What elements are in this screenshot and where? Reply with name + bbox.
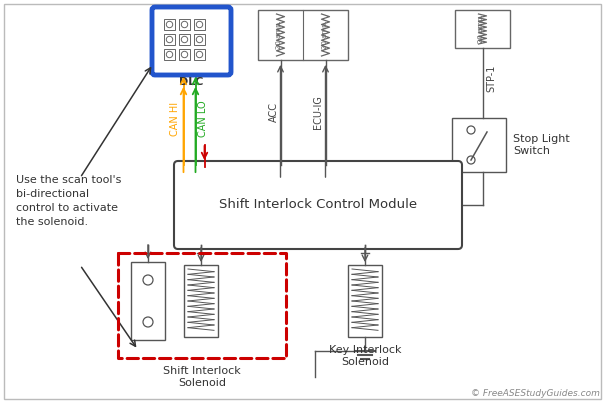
Bar (194, 19, 205, 30)
Bar (131, 262, 165, 340)
Text: CAN LO: CAN LO (198, 100, 209, 137)
Bar (184, 265, 218, 337)
Text: ECU-IG: ECU-IG (313, 96, 324, 129)
Text: 20 amp.: 20 amp. (479, 15, 485, 44)
Bar (179, 34, 190, 45)
Text: Shift Interlock Control Module: Shift Interlock Control Module (219, 199, 417, 212)
FancyBboxPatch shape (174, 161, 462, 249)
Text: 20 amp.: 20 amp. (321, 21, 327, 50)
Bar (179, 19, 190, 30)
Bar (258, 10, 348, 60)
Bar (164, 49, 175, 60)
FancyBboxPatch shape (152, 7, 231, 75)
Bar (164, 34, 175, 45)
Bar (455, 10, 510, 48)
Bar (194, 49, 205, 60)
Text: Stop Light
Switch: Stop Light Switch (513, 134, 570, 156)
Text: ACC: ACC (269, 102, 278, 123)
Text: DLC: DLC (179, 77, 204, 87)
Bar (194, 34, 205, 45)
Text: CAN HI: CAN HI (171, 102, 180, 135)
Bar (348, 265, 382, 337)
Text: © FreeASEStudyGuides.com: © FreeASEStudyGuides.com (471, 389, 600, 398)
Bar (179, 49, 190, 60)
Text: Key Interlock
Solenoid: Key Interlock Solenoid (329, 345, 401, 368)
Text: Shift Interlock
Solenoid: Shift Interlock Solenoid (163, 366, 241, 388)
Text: STP-1: STP-1 (486, 64, 497, 92)
Text: Use the scan tool's
bi-directional
control to activate
the solenoid.: Use the scan tool's bi-directional contr… (16, 175, 122, 227)
Bar (452, 118, 506, 172)
Text: 20 amp.: 20 amp. (276, 21, 283, 50)
Bar (164, 19, 175, 30)
Bar (118, 253, 286, 358)
